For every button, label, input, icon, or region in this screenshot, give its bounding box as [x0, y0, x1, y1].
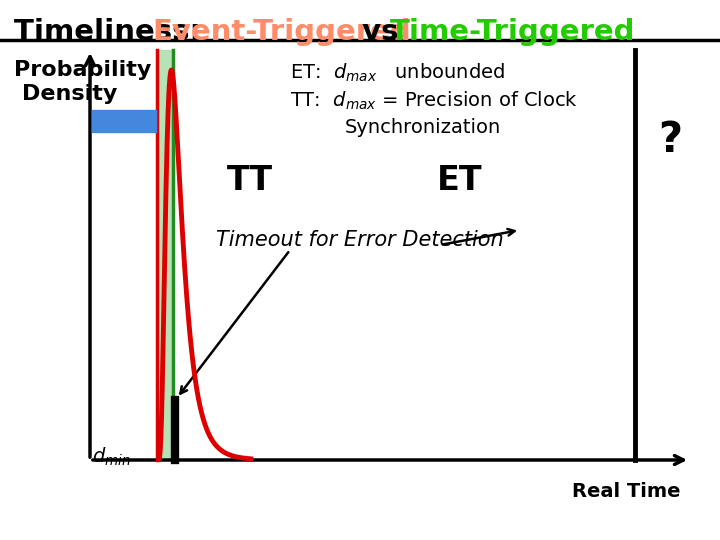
Text: TT:  $d_{max}$ = Precision of Clock: TT: $d_{max}$ = Precision of Clock [290, 90, 578, 112]
Text: Time-Triggered: Time-Triggered [390, 18, 636, 46]
Text: ?: ? [658, 119, 682, 161]
Text: vs: vs [352, 18, 409, 46]
Text: ET:  $d_{max}$   unbounded: ET: $d_{max}$ unbounded [290, 62, 505, 84]
Text: Timeout for Error Detection: Timeout for Error Detection [216, 230, 504, 250]
Text: $d_{min}$: $d_{min}$ [92, 446, 131, 468]
Text: Timeliness:: Timeliness: [14, 18, 221, 46]
Text: Synchronization: Synchronization [345, 118, 501, 137]
Text: Real Time: Real Time [572, 482, 680, 501]
Text: Event-Triggered: Event-Triggered [152, 18, 410, 46]
Text: ET: ET [437, 164, 482, 197]
Text: TT: TT [227, 164, 273, 197]
Text: Density: Density [22, 84, 117, 104]
Text: Probability: Probability [14, 60, 151, 80]
